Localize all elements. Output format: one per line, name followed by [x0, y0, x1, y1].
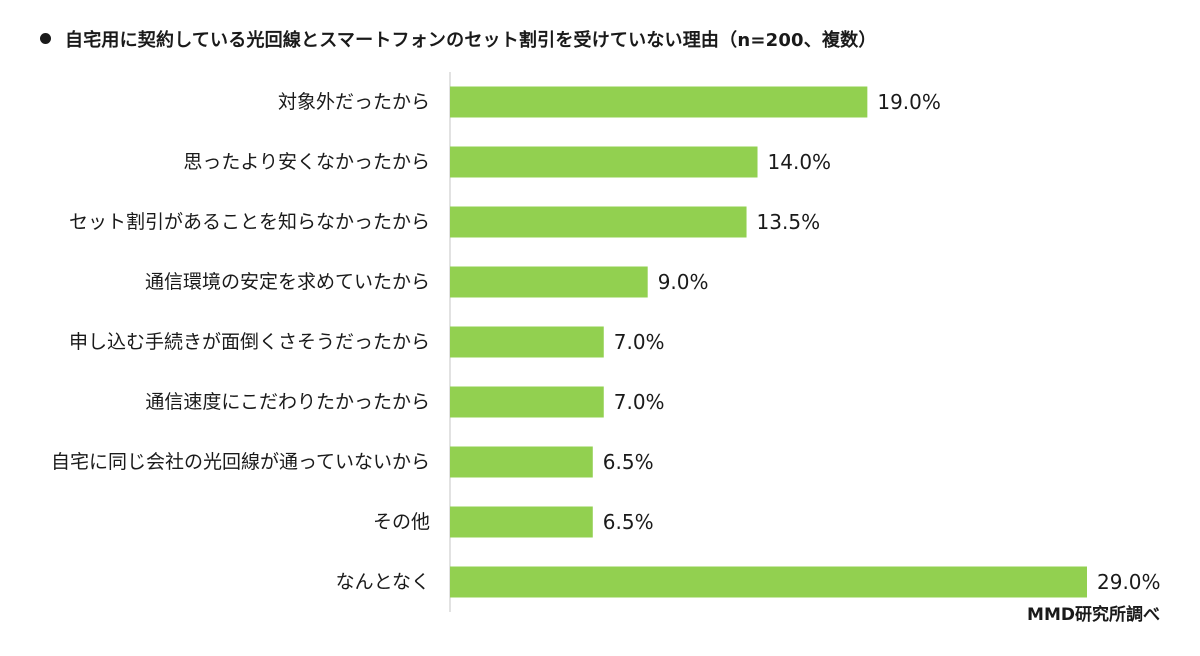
bars — [450, 86, 1087, 598]
data-label: 13.5% — [757, 210, 821, 234]
chart-title-text: 自宅用に契約している光回線とスマートフォンのセット割引を受けていない理由（n=2… — [65, 30, 877, 51]
category-label: なんとなく — [336, 571, 430, 593]
source-note: MMD研究所調べ — [1027, 605, 1160, 625]
data-label: 29.0% — [1097, 570, 1161, 594]
category-label: 通信環境の安定を求めていたから — [145, 271, 430, 293]
bar — [450, 386, 604, 418]
bar — [450, 146, 758, 178]
category-label: 対象外だったから — [278, 91, 430, 113]
data-label: 6.5% — [603, 450, 654, 474]
data-label: 19.0% — [877, 90, 941, 114]
title-bullet-icon — [40, 33, 51, 44]
bar — [450, 326, 604, 358]
category-label: セット割引があることを知らなかったから — [69, 211, 430, 233]
data-label: 9.0% — [658, 270, 709, 294]
bar — [450, 206, 747, 238]
category-label: 通信速度にこだわりたかったから — [145, 391, 430, 413]
bar — [450, 446, 593, 478]
data-label: 14.0% — [768, 150, 832, 174]
bar — [450, 566, 1087, 598]
bar — [450, 266, 648, 298]
category-label: 自宅に同じ会社の光回線が通っていないから — [51, 451, 430, 473]
data-label: 7.0% — [614, 330, 665, 354]
data-label: 7.0% — [614, 390, 665, 414]
value-labels: 19.0% 14.0% 13.5% 9.0% 7.0% 7.0% 6.5% 6.5% 29.0% — [603, 90, 1161, 594]
chart-title: 自宅用に契約している光回線とスマートフォンのセット割引を受けていない理由（n=2… — [40, 26, 877, 52]
bar — [450, 506, 593, 538]
category-labels: 対象外だったから思ったより安くなかったからセット割引があることを知らなかったから… — [51, 91, 430, 593]
category-label: 申し込む手続きが面倒くさそうだったから — [69, 331, 430, 353]
category-label: その他 — [373, 511, 430, 533]
category-label: 思ったより安くなかったから — [183, 151, 430, 173]
bar — [450, 86, 868, 118]
data-label: 6.5% — [603, 510, 654, 534]
